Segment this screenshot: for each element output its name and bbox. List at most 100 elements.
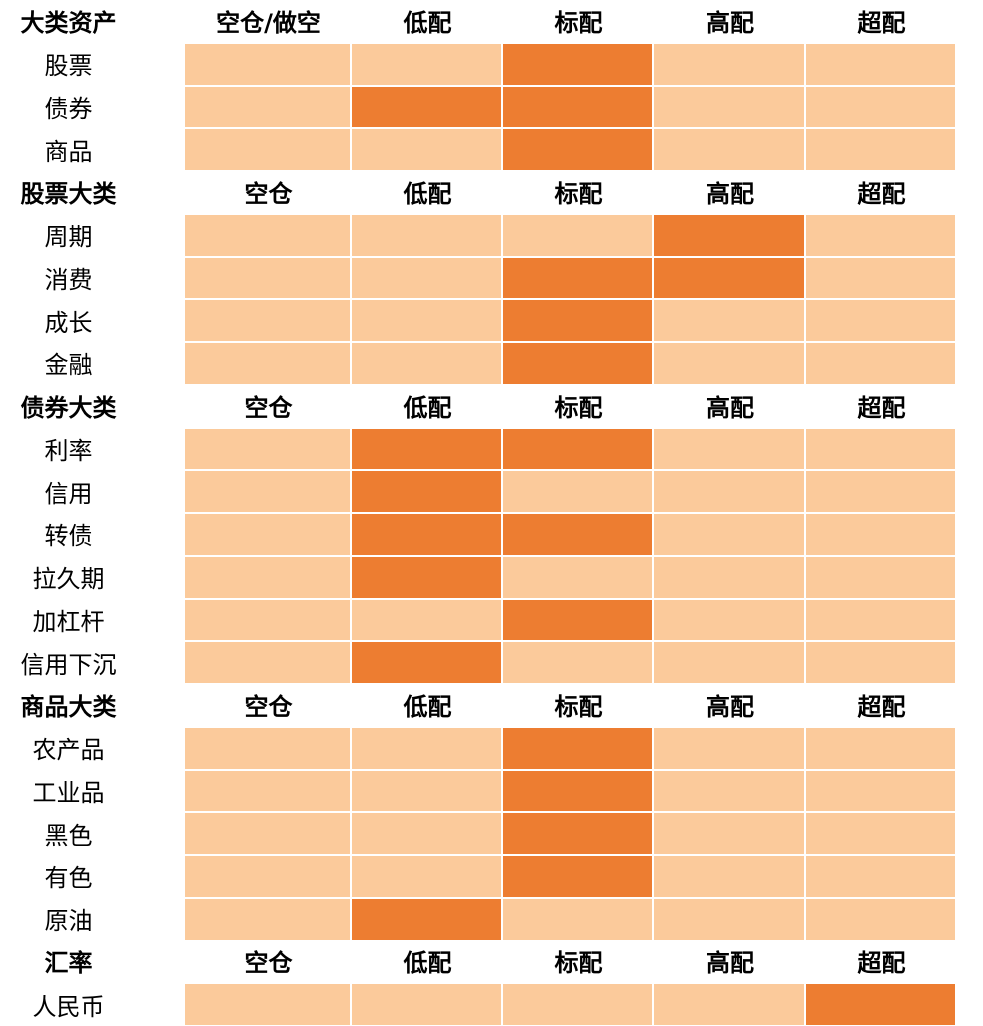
cell [185, 428, 350, 470]
row-label: 拉久期 [32, 565, 105, 594]
cell [654, 984, 804, 1025]
column-header: 超配 [857, 949, 906, 978]
cell [185, 214, 350, 256]
cell [185, 129, 350, 170]
cell [654, 43, 804, 85]
row-label: 农产品 [32, 736, 105, 765]
row-label: 原油 [44, 907, 93, 936]
row-label: 黑色 [44, 821, 93, 850]
column-header: 高配 [706, 8, 754, 37]
cell [654, 343, 804, 384]
cell [352, 984, 501, 1025]
cell [503, 984, 652, 1025]
column-header: 超配 [857, 393, 906, 422]
cell [185, 300, 350, 341]
cell [185, 86, 350, 128]
cell [806, 727, 955, 769]
section-title: 债券大类 [20, 393, 117, 422]
row-label: 消费 [44, 265, 93, 294]
cell [503, 471, 652, 512]
cell [806, 343, 955, 384]
cell [654, 770, 804, 812]
column-header: 高配 [706, 949, 754, 978]
cell [806, 300, 955, 341]
column-header: 超配 [857, 179, 906, 208]
column-header: 标配 [554, 8, 603, 37]
cell [806, 856, 955, 897]
cell [654, 471, 804, 512]
cell [806, 898, 955, 940]
row-label: 加杠杆 [32, 607, 105, 636]
cell [352, 43, 501, 85]
cell [654, 129, 804, 170]
row-label: 成长 [44, 308, 93, 337]
row-label: 商品 [44, 137, 93, 166]
cell [352, 129, 501, 170]
row-label: 金融 [44, 351, 93, 380]
highlight-cell [503, 428, 652, 470]
column-header: 低配 [403, 8, 452, 37]
cell [185, 257, 350, 299]
highlight-cell [352, 556, 501, 598]
cell [352, 257, 501, 299]
cell [806, 428, 955, 470]
cell [185, 642, 350, 683]
cell [185, 898, 350, 940]
cell [185, 343, 350, 384]
row-label: 转债 [44, 522, 93, 551]
cell [352, 599, 501, 641]
column-header: 标配 [554, 393, 603, 422]
column-header: 空仓 [244, 179, 293, 208]
column-header: 高配 [706, 692, 754, 721]
column-header: 超配 [857, 692, 906, 721]
cell [352, 770, 501, 812]
cell [185, 856, 350, 897]
cell [503, 898, 652, 940]
cell [806, 129, 955, 170]
column-header: 低配 [403, 949, 452, 978]
section-title: 商品大类 [20, 692, 117, 721]
row-label: 周期 [44, 223, 93, 252]
column-header: 空仓 [244, 393, 293, 422]
cell [806, 86, 955, 128]
column-header: 空仓/做空 [216, 8, 321, 37]
cell [654, 898, 804, 940]
cell [185, 984, 350, 1025]
highlight-cell [654, 214, 804, 256]
cell [654, 300, 804, 341]
column-header: 低配 [403, 692, 452, 721]
highlight-cell [503, 86, 652, 128]
section-title: 大类资产 [20, 8, 117, 37]
column-header: 超配 [857, 8, 906, 37]
cell [806, 514, 955, 555]
row-label: 工业品 [32, 778, 105, 807]
cell [654, 556, 804, 598]
cell [806, 813, 955, 854]
cell [503, 642, 652, 683]
cell [654, 514, 804, 555]
highlight-cell [352, 471, 501, 512]
cell [806, 257, 955, 299]
cell [806, 471, 955, 512]
cell [352, 300, 501, 341]
column-header: 高配 [706, 393, 754, 422]
highlight-cell [503, 727, 652, 769]
highlight-cell [503, 300, 652, 341]
row-label: 人民币 [32, 992, 105, 1021]
row-label: 利率 [44, 436, 93, 465]
column-header: 标配 [554, 949, 603, 978]
cell [185, 599, 350, 641]
column-header: 高配 [706, 179, 754, 208]
section-title: 股票大类 [20, 179, 117, 208]
row-label: 股票 [44, 52, 93, 81]
cell [185, 770, 350, 812]
cell [352, 856, 501, 897]
column-header: 空仓 [244, 949, 293, 978]
highlight-cell [352, 428, 501, 470]
highlight-cell [503, 43, 652, 85]
highlight-cell [352, 898, 501, 940]
highlight-cell [503, 599, 652, 641]
highlight-cell [503, 813, 652, 854]
cell [806, 770, 955, 812]
